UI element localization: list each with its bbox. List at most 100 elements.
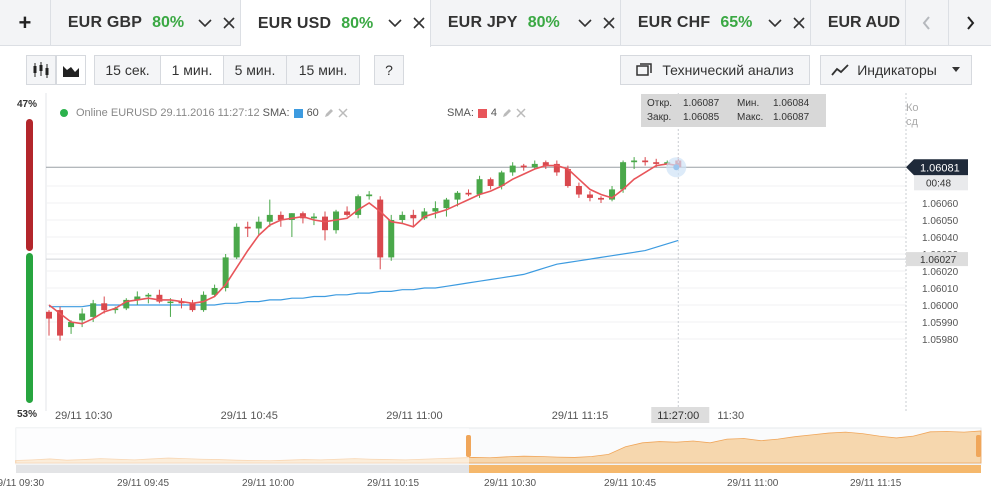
truncated-side-text: Ко сд xyxy=(906,101,919,129)
candle-body xyxy=(156,294,163,302)
y-tick-label: 1.06050 xyxy=(922,216,959,227)
navigator-x-tick-label: 29/11 10:30 xyxy=(484,478,537,489)
candle-body xyxy=(443,199,450,209)
candle-body xyxy=(90,303,97,317)
candle-body xyxy=(211,288,218,295)
high-value: 1.06084 xyxy=(773,98,810,109)
timeframe-5m-button[interactable]: 5 мин. xyxy=(224,56,287,84)
add-tab-button[interactable]: + xyxy=(0,0,51,46)
tabs-scroll-left-button[interactable] xyxy=(904,0,948,46)
sentiment-down-bar xyxy=(26,119,33,251)
candle-body xyxy=(598,197,604,200)
candle-body xyxy=(609,189,616,200)
navigator-handle xyxy=(976,435,981,457)
tab-eur-gbp[interactable]: EUR GBP 80% xyxy=(51,0,241,46)
candle-body xyxy=(410,214,417,219)
chevron-down-icon[interactable] xyxy=(387,13,403,33)
candle-body xyxy=(575,186,582,195)
close-icon[interactable] xyxy=(338,108,348,118)
countdown-label: 00:48 xyxy=(926,178,951,189)
chevron-right-icon xyxy=(967,16,975,30)
candle-body xyxy=(333,211,340,231)
pencil-icon[interactable] xyxy=(502,108,512,118)
trader-sentiment-bar: 47% 53% xyxy=(0,93,46,427)
tab-pair-label: EUR JPY xyxy=(447,14,518,31)
close-tab-icon[interactable] xyxy=(791,13,807,33)
chart-legend: Online EURUSD 29.11.2016 11:27:12 SMA: 6… xyxy=(60,107,348,119)
tab-bar: + EUR GBP 80% EUR USD 80% EUR JPY 80% EUR CHF 6… xyxy=(0,0,991,47)
technical-analysis-label: Технический анализ xyxy=(662,62,794,78)
candle-body xyxy=(134,296,141,300)
candle-body xyxy=(189,303,196,311)
candle-body xyxy=(355,196,362,215)
reference-price-label: 1.06027 xyxy=(920,255,957,266)
tab-eur-aud[interactable]: EUR AUD xyxy=(811,0,905,46)
navigator-scroll-thumb xyxy=(469,465,981,473)
candle-body xyxy=(388,220,395,258)
window-icon xyxy=(636,63,653,76)
low-value: 1.06087 xyxy=(773,112,810,123)
tab-eur-chf[interactable]: EUR CHF 65% xyxy=(621,0,811,46)
close-tab-icon[interactable] xyxy=(411,13,427,33)
online-status-text: Online EURUSD 29.11.2016 11:27:12 xyxy=(76,107,260,119)
navigator-handle xyxy=(466,435,471,457)
sentiment-down-percent: 47% xyxy=(17,99,38,110)
candle-body xyxy=(377,199,384,258)
tab-pair-label: EUR AUD xyxy=(827,14,901,31)
timeframe-15m-button[interactable]: 15 мин. xyxy=(298,62,348,78)
current-price-tag xyxy=(906,159,968,176)
help-button[interactable]: ? xyxy=(374,55,404,85)
close-label: Закр. xyxy=(647,112,672,123)
candle-body xyxy=(57,310,64,336)
navigator-x-tick-label: 29/11 11:00 xyxy=(727,478,779,489)
candle-body xyxy=(255,221,262,229)
chevron-left-icon xyxy=(922,16,930,30)
candle-body xyxy=(46,311,52,319)
candlestick-icon xyxy=(33,62,49,78)
pencil-icon[interactable] xyxy=(324,108,334,118)
x-tick-label: 29/11 11:15 xyxy=(552,410,608,422)
tab-pair-label: EUR GBP xyxy=(67,14,143,31)
close-tab-icon[interactable] xyxy=(221,13,237,33)
navigator-x-tick-label: 29/11 10:15 xyxy=(367,478,420,489)
candle-body xyxy=(222,257,229,288)
tab-eur-jpy[interactable]: EUR JPY 80% xyxy=(431,0,621,46)
area-chart-icon xyxy=(63,66,79,77)
navigator[interactable]: 29/11 09:30 29/11 09:45 29/11 10:00 29/11 1… xyxy=(0,427,991,496)
candlestick-chart-button[interactable] xyxy=(26,55,56,85)
close-value: 1.06085 xyxy=(683,112,720,123)
candle-body xyxy=(145,294,152,297)
navigator-x-tick-label: 29/11 10:45 xyxy=(604,478,657,489)
candle-body xyxy=(564,169,571,186)
chevron-down-icon[interactable] xyxy=(577,13,593,33)
x-tick-label: 29/11 10:30 xyxy=(55,410,112,422)
close-icon[interactable] xyxy=(516,108,526,118)
crosshair-dot xyxy=(673,164,680,171)
indicators-dropdown[interactable]: Индикаторы xyxy=(820,55,972,85)
navigator-x-tick-label: 29/11 09:45 xyxy=(117,478,170,489)
candle-body xyxy=(520,165,527,168)
price-chart[interactable]: 47% 53% 1.060701.060601.060501.060401.06… xyxy=(0,93,991,427)
candle-body xyxy=(465,192,472,195)
close-tab-icon[interactable] xyxy=(601,13,617,33)
sma-slow-swatch xyxy=(293,108,303,118)
y-tick-label: 1.06060 xyxy=(922,199,959,210)
chevron-down-icon[interactable] xyxy=(197,13,213,33)
sma-fast-label: SMA: xyxy=(447,107,474,119)
area-chart-button[interactable] xyxy=(56,55,86,85)
technical-analysis-button[interactable]: Технический анализ xyxy=(620,55,810,85)
crosshair-time-tag xyxy=(651,407,710,423)
crosshair-time-label: 11:27:00 xyxy=(657,410,699,422)
timeframe-15s-button[interactable]: 15 сек. xyxy=(95,56,161,84)
candle-body xyxy=(178,301,185,304)
open-value: 1.06087 xyxy=(683,98,720,109)
online-status-dot xyxy=(60,109,68,117)
high-label: Мин. xyxy=(737,98,760,109)
chevron-down-icon[interactable] xyxy=(767,13,783,33)
tabs-scroll-right-button[interactable] xyxy=(947,0,991,46)
sma-fast-line xyxy=(48,163,679,325)
tab-eur-usd[interactable]: EUR USD 80% xyxy=(240,0,431,47)
timeframe-1m-button[interactable]: 1 мин. xyxy=(161,56,224,84)
candle-body xyxy=(200,294,207,311)
tab-payout-percent: 80% xyxy=(152,14,185,31)
